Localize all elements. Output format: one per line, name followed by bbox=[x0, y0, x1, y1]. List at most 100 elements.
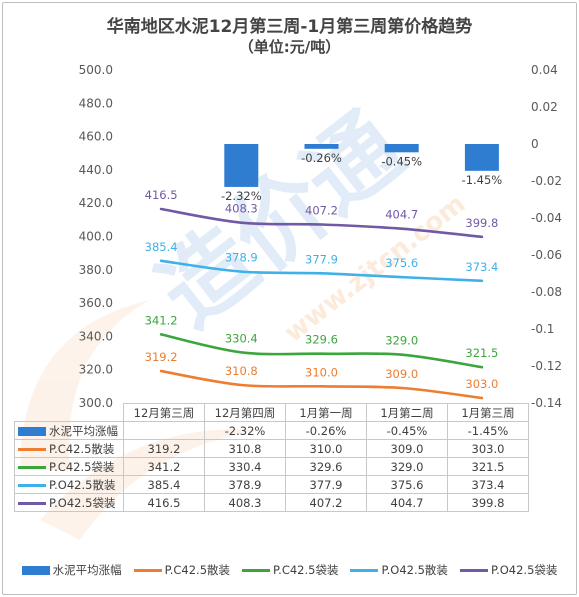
right-axis-tick: -0.08 bbox=[531, 285, 562, 299]
bar-data-label: -0.45% bbox=[381, 154, 422, 168]
table-row-header: P.O42.5散装 bbox=[14, 475, 124, 494]
legend-item: P.O42.5散装 bbox=[350, 562, 448, 578]
table-cell: -0.26% bbox=[285, 421, 367, 440]
bar-data-label: -1.45% bbox=[462, 173, 503, 187]
series-point bbox=[240, 270, 243, 273]
table-cell: 408.3 bbox=[204, 493, 286, 512]
table-column-header: 1月第一周 bbox=[285, 403, 367, 422]
series-data-label: 341.2 bbox=[145, 313, 178, 327]
table-cell: 385.4 bbox=[123, 475, 205, 494]
series-data-label: 373.4 bbox=[465, 260, 498, 274]
series-point bbox=[400, 275, 403, 279]
series-data-label: 319.2 bbox=[145, 350, 178, 364]
table-column-header: 12月第三周 bbox=[123, 403, 205, 422]
legend-key-line bbox=[133, 569, 162, 572]
series-point bbox=[240, 221, 243, 224]
table-corner-cell bbox=[14, 403, 124, 422]
right-axis-tick: 0 bbox=[531, 137, 539, 151]
table-row: P.O42.5袋装 416.5 408.3 407.2 404.7 399.8 bbox=[14, 493, 529, 512]
table-cell: 319.2 bbox=[123, 439, 205, 458]
right-axis-tick: -0.12 bbox=[531, 359, 562, 373]
table-row-label: 水泥平均涨幅 bbox=[49, 423, 118, 438]
series-point bbox=[240, 383, 243, 387]
table-row: P.C42.5袋装 341.2 330.4 329.6 329.0 321.5 bbox=[14, 457, 529, 476]
table-cell: 341.2 bbox=[123, 457, 205, 476]
right-axis-tick: -0.06 bbox=[531, 248, 562, 262]
series-data-label: 377.9 bbox=[305, 252, 338, 266]
table-cell: 330.4 bbox=[204, 457, 286, 476]
series-point bbox=[400, 353, 403, 356]
series-point bbox=[159, 207, 163, 211]
series-point bbox=[320, 223, 323, 226]
left-axis-tick: 400.0 bbox=[79, 230, 113, 244]
table-cell: 303.0 bbox=[447, 439, 529, 458]
legend-label: P.C42.5袋装 bbox=[273, 563, 339, 577]
series-data-label: 321.5 bbox=[465, 346, 498, 360]
legend-key-bar bbox=[21, 566, 50, 575]
series-data-label: 309.0 bbox=[385, 367, 418, 381]
series-data-label: 310.0 bbox=[305, 365, 338, 379]
left-axis-tick: 340.0 bbox=[79, 329, 113, 343]
legend-label: P.O42.5袋装 bbox=[490, 563, 558, 577]
table-row-header: P.O42.5袋装 bbox=[14, 493, 124, 512]
table-row-header: 水泥平均涨幅 bbox=[14, 421, 124, 440]
chart-title: 华南地区水泥12月第三周-1月第三周第价格趋势 bbox=[106, 17, 473, 37]
legend-label: P.C42.5散装 bbox=[164, 563, 231, 577]
legend-key-line bbox=[242, 569, 271, 572]
left-axis-tick: 360.0 bbox=[79, 296, 113, 310]
series-data-label: 399.8 bbox=[465, 216, 498, 230]
chart-subtitle: （单位:元/吨） bbox=[238, 38, 341, 56]
table-cell: 321.5 bbox=[447, 457, 529, 476]
right-axis-tick: -0.14 bbox=[531, 396, 562, 410]
table-cell bbox=[123, 421, 205, 440]
table-header-row: 12月第三周 12月第四周 1月第一周 1月第二周 1月第三周 bbox=[14, 403, 529, 422]
legend-label: P.O42.5散装 bbox=[381, 563, 448, 577]
left-axis-tick: 420.0 bbox=[79, 196, 113, 210]
right-axis-tick: -0.02 bbox=[531, 174, 562, 188]
legend-key-line bbox=[18, 483, 46, 487]
series-point bbox=[400, 227, 403, 230]
bar-avg-change bbox=[464, 144, 499, 171]
series-point bbox=[480, 366, 484, 369]
table-cell: 377.9 bbox=[285, 475, 367, 494]
legend-key-line bbox=[18, 465, 46, 469]
table-cell: 329.6 bbox=[285, 457, 367, 476]
table-row-header: P.C42.5散装 bbox=[14, 439, 124, 458]
series-point bbox=[240, 351, 243, 354]
right-axis-tick: -0.1 bbox=[531, 322, 554, 336]
right-axis-tick: -0.04 bbox=[531, 211, 562, 225]
series-point bbox=[320, 385, 323, 388]
series-point bbox=[320, 272, 323, 275]
chart-legend: 水泥平均涨幅 P.C42.5散装 P.C42.5袋装 P.O42.5散装 P.O42.5… bbox=[0, 562, 579, 578]
left-axis-tick: 440.0 bbox=[79, 163, 113, 177]
legend-key-line bbox=[350, 569, 379, 572]
table-row-label: P.C42.5散装 bbox=[49, 441, 115, 456]
legend-key-line bbox=[18, 447, 46, 451]
series-point bbox=[480, 235, 484, 239]
legend-key-bar bbox=[18, 426, 46, 436]
series-point bbox=[159, 333, 163, 336]
table-cell: 399.8 bbox=[447, 493, 529, 512]
table-cell: 404.7 bbox=[366, 493, 448, 512]
series-data-label: 404.7 bbox=[385, 208, 418, 222]
table-column-header: 1月第二周 bbox=[366, 403, 448, 422]
right-axis-tick: 0.04 bbox=[531, 63, 558, 77]
legend-label: 水泥平均涨幅 bbox=[52, 563, 122, 577]
series-data-label: 330.4 bbox=[225, 331, 258, 345]
series-point bbox=[320, 352, 323, 355]
table-cell: 310.8 bbox=[204, 439, 286, 458]
table-cell: -1.45% bbox=[447, 421, 529, 440]
series-point bbox=[159, 369, 163, 373]
table-cell: 378.9 bbox=[204, 475, 286, 494]
table-row-label: P.C42.5袋装 bbox=[49, 459, 115, 474]
bar-data-label: -2.32% bbox=[221, 189, 262, 203]
legend-item: P.C42.5散装 bbox=[133, 562, 231, 578]
series-data-label: 375.6 bbox=[385, 256, 418, 270]
series-data-label: 385.4 bbox=[145, 240, 178, 254]
table-row-header: P.C42.5袋装 bbox=[14, 457, 124, 476]
table-cell: 407.2 bbox=[285, 493, 367, 512]
left-axis-tick: 480.0 bbox=[79, 96, 113, 110]
left-axis-tick: 320.0 bbox=[79, 363, 113, 377]
table-column-header: 12月第四周 bbox=[204, 403, 286, 422]
